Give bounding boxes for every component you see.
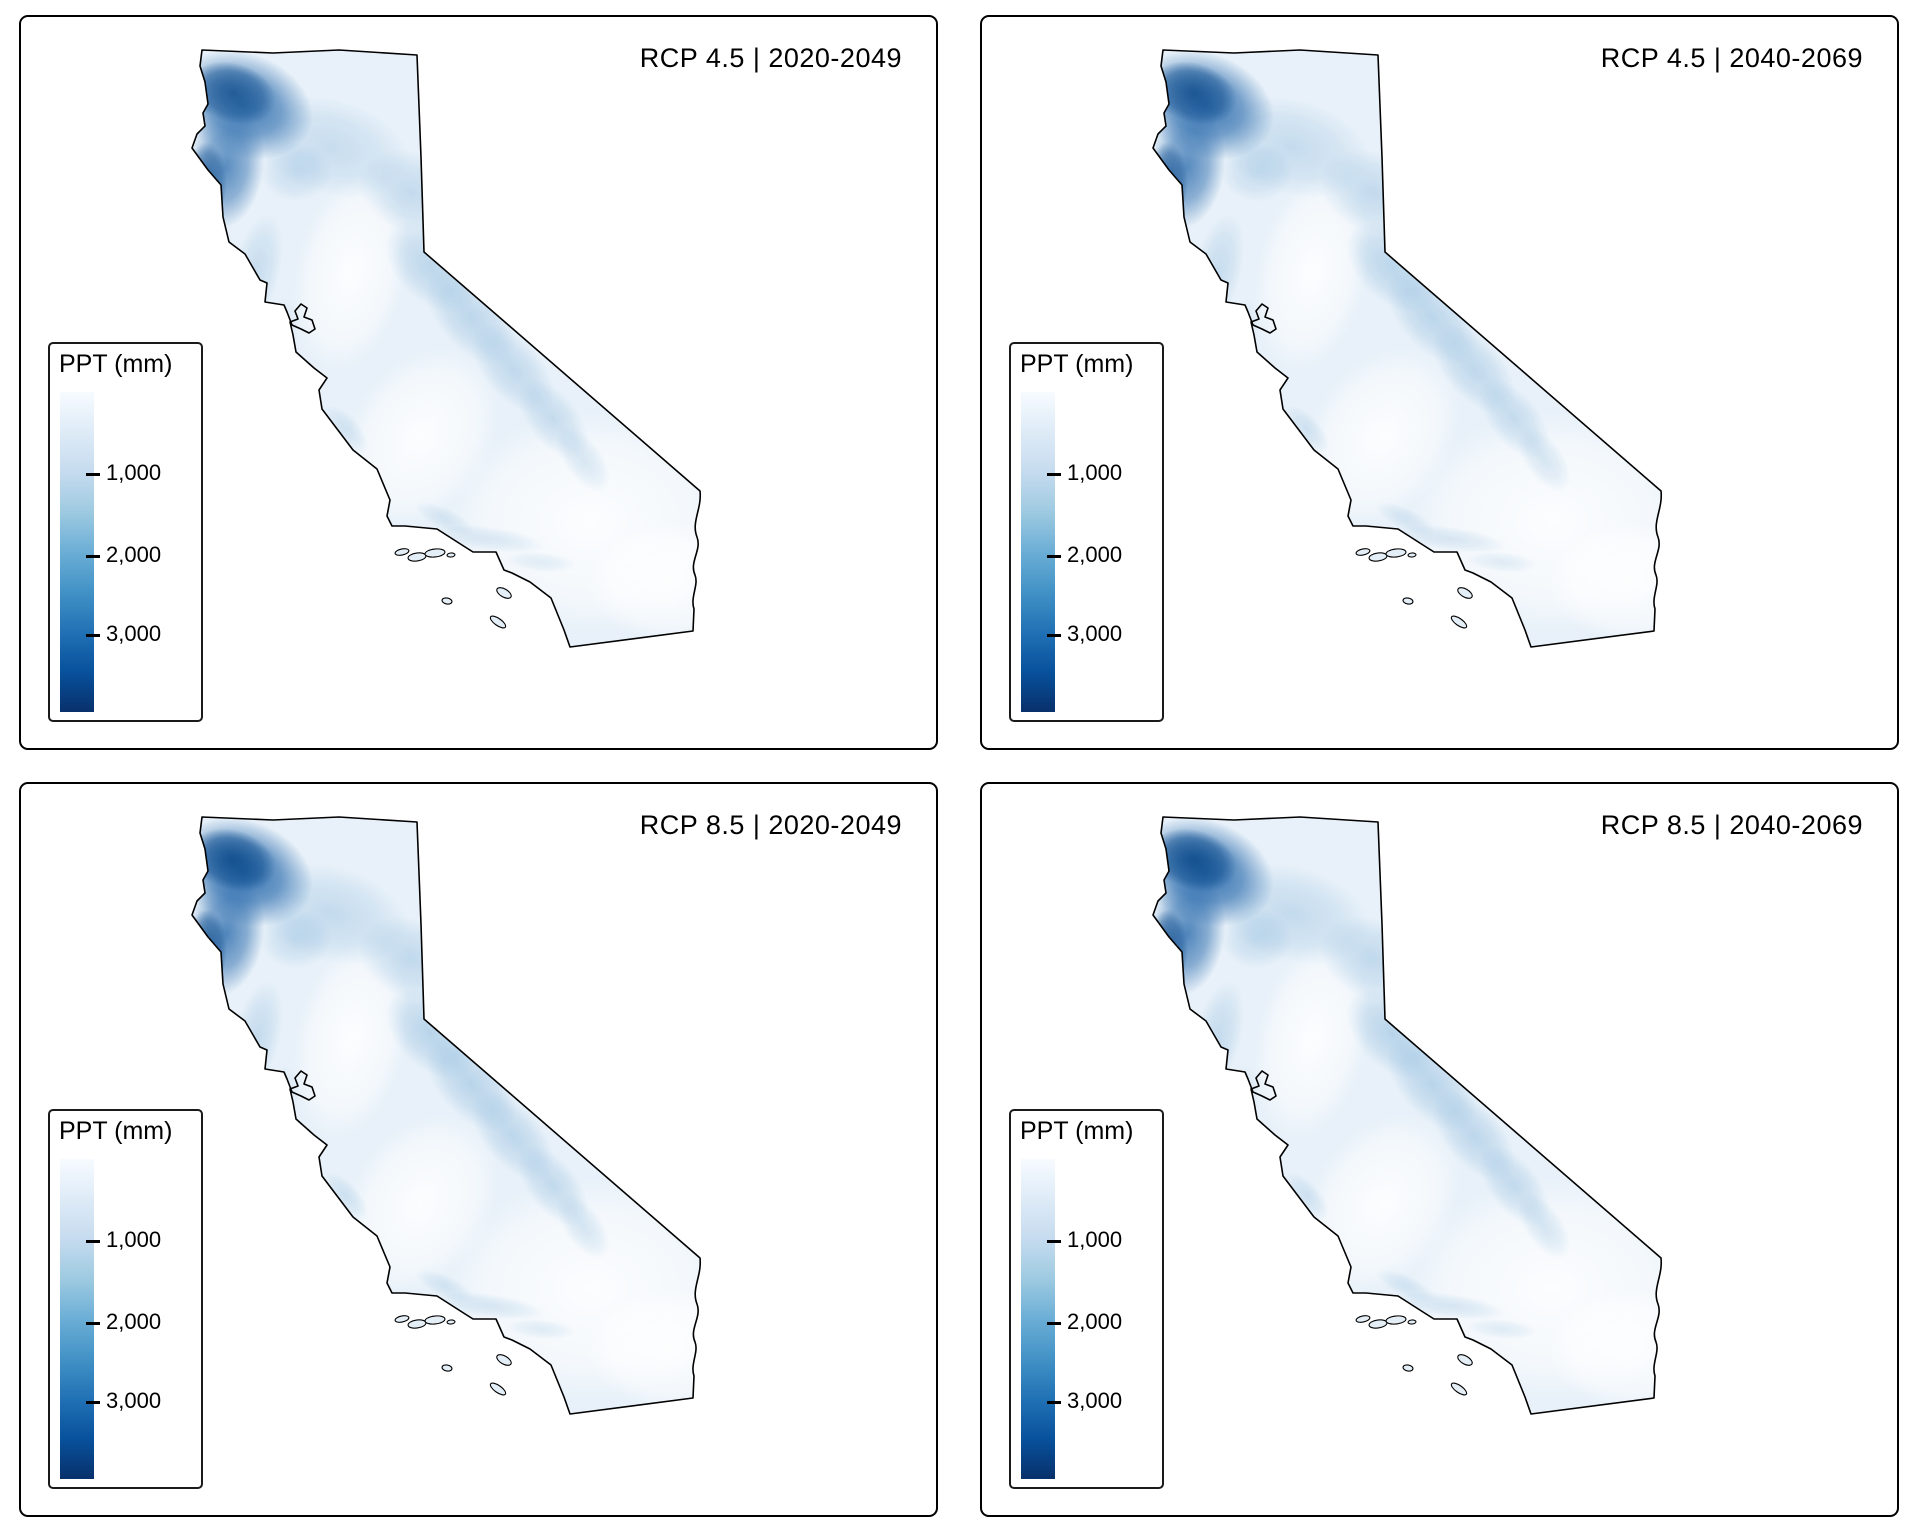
channel-islands [1354,1314,1475,1398]
panel-rcp45-2020-2049: RCP 4.5 | 2020-2049 PPT (mm) 1,000 2,000… [19,15,938,750]
panel-title: RCP 8.5 | 2020-2049 [639,810,902,840]
california-precipitation-map [1152,816,1663,1415]
tick-label: 1,000 [1067,460,1123,485]
tick-mark [1047,1239,1061,1243]
ppt-colorbar-legend: PPT (mm) 1,000 2,000 3,000 [1009,1109,1164,1489]
legend-title: PPT (mm) [1020,1117,1134,1145]
colorbar-gradient [1021,1159,1055,1479]
tick-label: 2,000 [106,542,162,567]
colorbar: 1,000 2,000 3,000 [60,392,161,712]
colorbar-gradient [1021,392,1055,712]
tick-mark [86,1400,100,1404]
panel-rcp85-2040-2069: RCP 8.5 | 2040-2069 PPT (mm) 1,000 2,000… [980,782,1899,1517]
tick-label: 2,000 [106,1309,162,1334]
colorbar: 1,000 2,000 3,000 [1021,392,1122,712]
tick-label: 3,000 [1067,1388,1123,1413]
legend-title: PPT (mm) [1020,350,1134,378]
panel-rcp45-2040-2069: RCP 4.5 | 2040-2069 PPT (mm) 1,000 2,000… [980,15,1899,750]
colorbar: 1,000 2,000 3,000 [1021,1159,1122,1479]
tick-label: 3,000 [1067,621,1123,646]
tick-label: 1,000 [106,460,162,485]
panel-title: RCP 4.5 | 2020-2049 [639,43,902,73]
legend-title: PPT (mm) [59,350,173,378]
tick-mark [86,472,100,476]
tick-mark [86,1239,100,1243]
tick-label: 2,000 [1067,1309,1123,1334]
tick-label: 1,000 [106,1227,162,1252]
channel-islands [393,547,514,631]
ppt-colorbar-legend: PPT (mm) 1,000 2,000 3,000 [48,1109,203,1489]
colorbar-gradient [60,1159,94,1479]
tick-mark [1047,1321,1061,1325]
tick-mark [1047,1400,1061,1404]
tick-label: 1,000 [1067,1227,1123,1252]
tick-mark [1047,554,1061,558]
ppt-colorbar-legend: PPT (mm) 1,000 2,000 3,000 [1009,342,1164,722]
panel-rcp85-2020-2049: RCP 8.5 | 2020-2049 PPT (mm) 1,000 2,000… [19,782,938,1517]
channel-islands [1354,547,1475,631]
california-precipitation-map [191,49,702,648]
tick-label: 3,000 [106,621,162,646]
colorbar: 1,000 2,000 3,000 [60,1159,161,1479]
panel-title: RCP 8.5 | 2040-2069 [1600,810,1863,840]
california-precipitation-map [1152,49,1663,648]
tick-mark [86,554,100,558]
channel-islands [393,1314,514,1398]
california-precipitation-map [191,816,702,1415]
colorbar-gradient [60,392,94,712]
tick-label: 2,000 [1067,542,1123,567]
tick-label: 3,000 [106,1388,162,1413]
panel-title: RCP 4.5 | 2040-2069 [1600,43,1863,73]
tick-mark [1047,472,1061,476]
tick-mark [86,633,100,637]
ppt-colorbar-legend: PPT (mm) 1,000 2,000 3,000 [48,342,203,722]
tick-mark [86,1321,100,1325]
tick-mark [1047,633,1061,637]
legend-title: PPT (mm) [59,1117,173,1145]
